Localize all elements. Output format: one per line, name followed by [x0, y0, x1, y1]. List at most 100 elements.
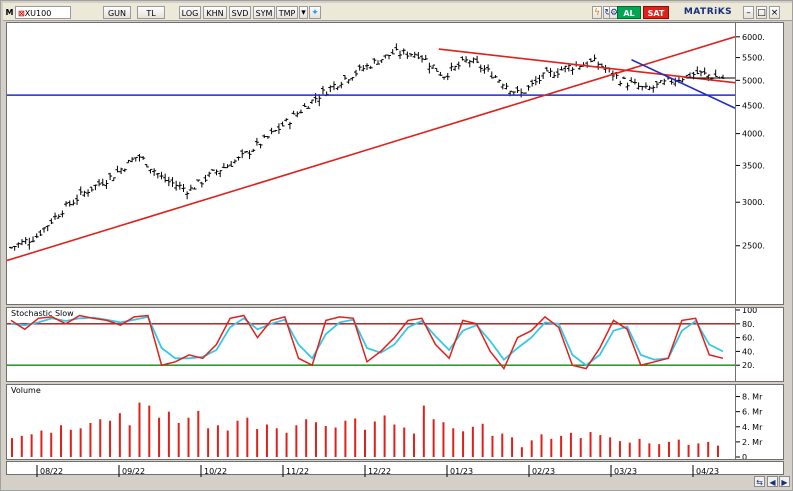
price-bar [60, 210, 65, 218]
price-bar [610, 70, 615, 81]
price-bar [170, 177, 175, 187]
symbol-select[interactable]: ⊠XU100 [15, 6, 71, 19]
volume-bar [569, 432, 572, 457]
volume-bar [246, 417, 249, 457]
price-bar [254, 137, 259, 146]
price-bar [188, 184, 193, 191]
price-bar [409, 53, 414, 57]
price-bar [346, 79, 351, 84]
price-bar [445, 72, 450, 81]
volume-axis-labels: 8. Mr 6. Mr 4. Mr 2. Mr 0 [736, 393, 763, 462]
sync-icon[interactable]: ⇆ [754, 476, 765, 487]
currency-select[interactable]: TL [137, 6, 165, 19]
sell-button[interactable]: SAT [643, 6, 669, 19]
volume-bar [501, 433, 504, 457]
volume-chart[interactable] [7, 385, 735, 459]
volume-bar [128, 425, 131, 457]
volume-bar [285, 432, 288, 457]
symbol-label: XU100 [24, 9, 52, 18]
log-button[interactable]: LOG [179, 6, 201, 19]
price-bar [387, 54, 392, 60]
price-bar [511, 91, 516, 95]
volume-bar [432, 419, 435, 457]
close-icon[interactable]: × [769, 6, 780, 19]
price-bar [23, 237, 28, 245]
price-bar [210, 169, 215, 171]
price-bar [284, 118, 289, 122]
price-bar [152, 168, 157, 176]
time-axis[interactable]: 08/22 09/22 10/22 11/22 12/22 01/23 02/23 03/23… [6, 461, 784, 477]
price-bar [548, 68, 553, 77]
buy-button[interactable]: AL [617, 6, 641, 19]
price-bar [273, 129, 278, 132]
price-bar [654, 81, 659, 89]
svd-button[interactable]: SVD [229, 6, 251, 19]
price-bar [618, 80, 623, 87]
volume-tick-label: 2. Mr [742, 438, 763, 447]
price-bar [119, 167, 124, 175]
price-bar [166, 176, 171, 187]
volume-bar [364, 429, 366, 457]
price-bar [104, 180, 109, 190]
maximize-icon[interactable]: □ [756, 6, 767, 19]
volume-bar [314, 422, 317, 457]
price-bar [122, 168, 127, 172]
price-bar [478, 64, 483, 73]
price-bar [353, 69, 358, 77]
price-bar [240, 149, 245, 159]
lightning-icon[interactable]: ϟ [592, 6, 602, 19]
volume-tick-label: 0 [742, 453, 747, 459]
stochastic-panel[interactable]: Stochastic Slow [6, 307, 736, 382]
tmp-button[interactable]: TMP [276, 6, 298, 19]
sym-button[interactable]: SYM [253, 6, 275, 19]
volume-bar [226, 430, 229, 457]
price-bar [141, 156, 146, 160]
volume-bar [60, 425, 63, 457]
price-bar [555, 68, 560, 79]
volume-bar [373, 421, 376, 457]
price-bar [108, 172, 113, 181]
price-bar [306, 106, 311, 109]
volume-axis[interactable]: 8. Mr 6. Mr 4. Mr 2. Mr 0 [736, 384, 784, 462]
khn-button[interactable]: KHN [203, 6, 227, 19]
price-tick-label: 5500. [742, 54, 765, 63]
volume-bar [118, 413, 121, 457]
twitter-icon[interactable]: ✦ [309, 6, 321, 19]
stochastic-title: Stochastic Slow [11, 309, 74, 318]
price-bar [412, 51, 417, 58]
price-bar [379, 59, 384, 64]
dropdown-icon[interactable]: ▾ [299, 6, 308, 19]
price-bar [438, 71, 443, 76]
price-chart[interactable] [6, 23, 736, 304]
stochastic-chart[interactable] [7, 308, 735, 381]
window-letter: M [5, 8, 14, 17]
volume-panel[interactable]: Volume [6, 384, 736, 460]
price-bar [64, 201, 69, 207]
volume-bar [148, 405, 151, 457]
price-bar [449, 62, 454, 72]
stochastic-tick-label: 100 [742, 308, 757, 315]
price-tick-label: 3500. [742, 161, 765, 170]
period-select[interactable]: GUN [103, 6, 131, 19]
stochastic-axis[interactable]: 100 80. 60. 40. 20. [736, 306, 784, 382]
volume-bar [305, 419, 308, 457]
price-bar [218, 170, 223, 178]
price-bar [97, 179, 102, 187]
price-bar [320, 85, 325, 95]
volume-bar [89, 423, 92, 457]
price-axis[interactable]: 6000. 5500. 5000. 4500. 4000. 3500. 3000. 2500. [736, 22, 784, 305]
price-bar [570, 67, 575, 75]
price-bar [16, 242, 21, 248]
price-bar [185, 191, 190, 200]
price-bar [269, 127, 274, 135]
price-bar [49, 218, 54, 225]
volume-bar [79, 428, 82, 457]
minimize-icon[interactable]: – [743, 6, 754, 19]
time-tick-label: 04/23 [696, 467, 719, 476]
price-bar [515, 86, 520, 93]
price-bar [276, 123, 281, 134]
scroll-right-icon[interactable]: ▶ [779, 476, 790, 487]
price-chart-panel[interactable] [6, 22, 736, 305]
scroll-left-icon[interactable]: ◀ [767, 476, 778, 487]
brand-logo: MATRiKS [683, 7, 733, 17]
